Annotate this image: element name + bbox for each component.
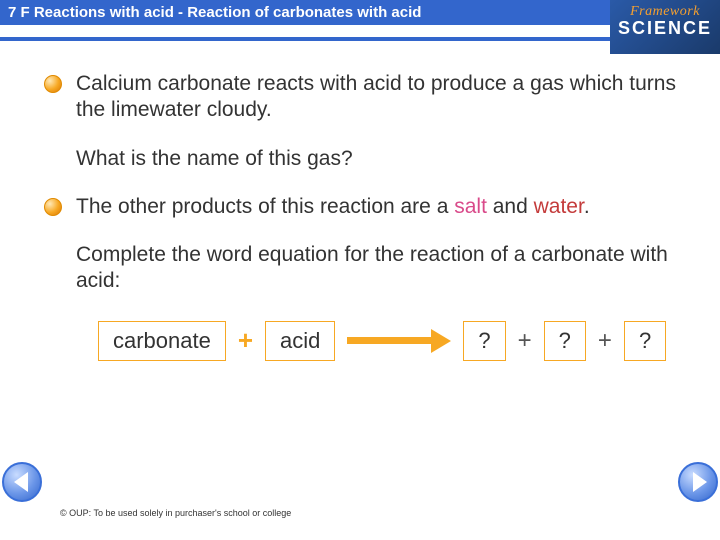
product-box-2: ? (544, 321, 586, 361)
arrow-right-icon (693, 472, 707, 492)
p4-text: Complete the word equation for the react… (76, 243, 668, 292)
bullet-paragraph-1: Calcium carbonate reacts with acid to pr… (50, 71, 680, 124)
word-salt: salt (454, 195, 487, 218)
copyright-footer: © OUP: To be used solely in purchaser's … (60, 508, 291, 518)
slide-content: Calcium carbonate reacts with acid to pr… (0, 41, 720, 361)
next-slide-button[interactable] (678, 462, 718, 502)
plus-sign-3: + (598, 327, 612, 355)
product-box-1: ? (463, 321, 505, 361)
prev-slide-button[interactable] (2, 462, 42, 502)
bullet-paragraph-2: The other products of this reaction are … (50, 194, 680, 220)
word-water: water (534, 195, 584, 218)
p3-and: and (487, 195, 534, 218)
p2-text: What is the name of this gas? (76, 147, 353, 170)
logo-line2: SCIENCE (610, 18, 720, 39)
plus-icon: + (238, 325, 253, 356)
product-box-3: ? (624, 321, 666, 361)
reactant-box-2: acid (265, 321, 335, 361)
arrow-left-icon (14, 472, 28, 492)
p3-pre: The other products of this reaction are … (76, 195, 454, 218)
reaction-arrow-icon (347, 329, 451, 353)
question-paragraph-1: What is the name of this gas? (50, 146, 680, 172)
instruction-paragraph: Complete the word equation for the react… (50, 242, 680, 295)
plus-sign-2: + (518, 327, 532, 355)
p3-post: . (584, 195, 590, 218)
brand-logo: Framework SCIENCE (610, 0, 720, 54)
p1-text: Calcium carbonate reacts with acid to pr… (76, 72, 676, 121)
reactant-box-1: carbonate (98, 321, 226, 361)
footer-text: © OUP: To be used solely in purchaser's … (60, 508, 291, 518)
word-equation: carbonate + acid ? + ? + ? (98, 321, 680, 361)
header-title: 7 F Reactions with acid - Reaction of ca… (8, 4, 421, 21)
